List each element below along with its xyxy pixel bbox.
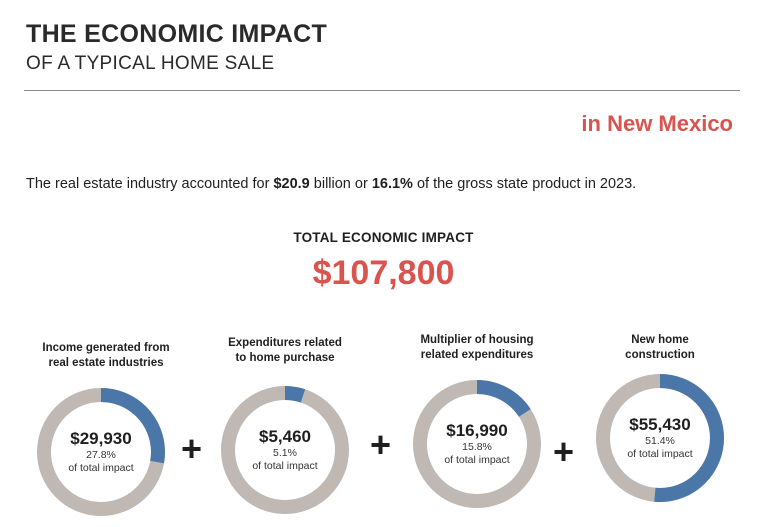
segment-label-line1: New home xyxy=(631,334,689,346)
segment-label-line2: real estate industries xyxy=(48,357,164,369)
segment-amount: $29,930 xyxy=(70,429,132,448)
segment-label: Expenditures related to home purchase xyxy=(200,336,370,366)
segment-label: Income generated from real estate indust… xyxy=(21,341,191,371)
segment-caption: of total impact xyxy=(627,448,693,460)
segment-caption: of total impact xyxy=(444,454,510,466)
plus-sign: + xyxy=(553,431,575,472)
segment-label-line1: Expenditures related xyxy=(228,337,342,349)
donut-chart: $16,990 15.8% of total impact xyxy=(412,379,542,509)
segment-label-line2: to home purchase xyxy=(235,352,335,364)
segment-label-line1: Multiplier of housing xyxy=(420,334,534,346)
donut-ring xyxy=(37,388,165,516)
donut-ring xyxy=(596,374,724,502)
segment-label-line2: construction xyxy=(625,349,695,361)
donut-slice xyxy=(37,388,165,516)
donut-slice xyxy=(413,380,541,508)
segment-amount: $16,990 xyxy=(446,421,508,440)
summary-suffix: of the gross state product in 2023. xyxy=(412,176,637,192)
plus-sign: + xyxy=(370,424,392,465)
plus-sign: + xyxy=(181,428,203,469)
region-label: in New Mexico xyxy=(581,111,733,136)
donut-center: $5,460 5.1% of total impact xyxy=(220,385,350,515)
donut-center: $16,990 15.8% of total impact xyxy=(412,379,542,509)
segment-percent: 15.8% xyxy=(462,441,492,453)
total-impact-value: $107,800 xyxy=(312,254,455,292)
segment-label-line1: Income generated from xyxy=(42,342,170,354)
summary-sentence: The real estate industry accounted for $… xyxy=(26,176,636,192)
segment-amount: $55,430 xyxy=(629,415,691,434)
donut-center: $55,430 51.4% of total impact xyxy=(595,373,725,503)
segment-amount: $5,460 xyxy=(259,427,311,446)
summary-percent: 16.1% xyxy=(371,176,413,192)
summary-middle: billion or xyxy=(309,176,372,192)
total-impact-label: TOTAL ECONOMIC IMPACT xyxy=(293,230,474,245)
donut-chart: $29,930 27.8% of total impact xyxy=(36,387,166,517)
donut-chart: $5,460 5.1% of total impact xyxy=(220,385,350,515)
divider xyxy=(24,90,740,91)
segment-label: Multiplier of housing related expenditur… xyxy=(392,333,562,363)
segment-percent: 5.1% xyxy=(273,447,297,459)
page-subtitle: OF A TYPICAL HOME SALE xyxy=(26,53,275,74)
donut-center: $29,930 27.8% of total impact xyxy=(36,387,166,517)
summary-prefix: The real estate industry accounted for xyxy=(26,176,274,192)
donut-slice xyxy=(221,386,349,514)
segment-caption: of total impact xyxy=(68,462,134,474)
segment-label: New home construction xyxy=(575,333,745,363)
segment-percent: 27.8% xyxy=(86,449,116,461)
donut-ring xyxy=(221,386,349,514)
donut-chart: $55,430 51.4% of total impact xyxy=(595,373,725,503)
donut-ring xyxy=(413,380,541,508)
segment-caption: of total impact xyxy=(252,460,318,472)
summary-amount: $20.9 xyxy=(273,176,310,192)
segment-percent: 51.4% xyxy=(645,435,675,447)
segment-label-line2: related expenditures xyxy=(420,349,534,361)
donut-slice xyxy=(596,374,724,502)
page-title: THE ECONOMIC IMPACT xyxy=(26,20,328,48)
